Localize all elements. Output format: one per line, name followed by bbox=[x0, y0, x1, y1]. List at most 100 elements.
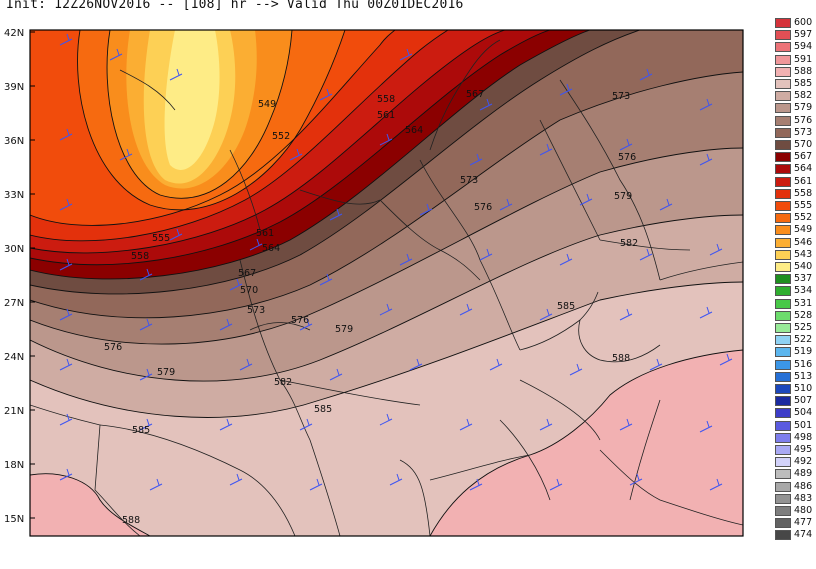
contour-label: 573 bbox=[460, 175, 478, 186]
forecast-header: Init: 12Z26NOV2016 -- [108] hr --> Valid… bbox=[6, 0, 464, 12]
contour-label: 579 bbox=[157, 367, 175, 378]
legend-entry: 522 bbox=[772, 334, 816, 346]
legend-label: 600 bbox=[794, 17, 813, 28]
height-field: 5495525555585585615615645645675675705735… bbox=[30, 30, 743, 536]
legend-label: 510 bbox=[794, 383, 813, 394]
legend-swatch bbox=[775, 432, 791, 443]
legend-entry: 501 bbox=[772, 420, 816, 431]
legend-swatch bbox=[775, 445, 791, 455]
legend-entry: 513 bbox=[772, 370, 816, 382]
legend-swatch bbox=[775, 140, 791, 150]
legend-entry: 591 bbox=[772, 54, 816, 65]
legend-label: 474 bbox=[794, 529, 813, 541]
legend-label: 588 bbox=[794, 65, 813, 77]
contour-label: 573 bbox=[612, 91, 630, 102]
legend-swatch bbox=[775, 30, 791, 41]
latitude-label: 36N bbox=[4, 136, 24, 147]
contour-label: 549 bbox=[258, 99, 276, 110]
legend-entry: 597 bbox=[772, 29, 816, 41]
legend-swatch bbox=[775, 335, 791, 346]
legend-swatch bbox=[775, 18, 791, 28]
legend-label: 540 bbox=[794, 261, 813, 272]
contour-label: 564 bbox=[405, 125, 423, 136]
legend-swatch bbox=[775, 298, 791, 309]
legend-label: 582 bbox=[794, 90, 813, 102]
contour-label: 564 bbox=[262, 243, 280, 254]
legend-swatch bbox=[775, 262, 791, 272]
legend-entry: 528 bbox=[772, 310, 816, 321]
latitude-label: 18N bbox=[4, 460, 24, 471]
legend-label: 486 bbox=[794, 480, 813, 492]
legend-entry: 489 bbox=[772, 468, 816, 480]
legend-entry: 519 bbox=[772, 346, 816, 358]
legend-label: 585 bbox=[794, 78, 813, 89]
legend-label: 549 bbox=[794, 224, 813, 236]
legend-entry: 474 bbox=[772, 529, 816, 541]
contour-label: 561 bbox=[256, 228, 274, 239]
contour-label: 585 bbox=[314, 404, 332, 415]
legend-swatch bbox=[775, 359, 791, 370]
legend-swatch bbox=[775, 42, 791, 53]
legend-label: 555 bbox=[794, 200, 813, 211]
legend-label: 561 bbox=[794, 175, 813, 187]
legend-swatch bbox=[775, 469, 791, 480]
legend-swatch bbox=[775, 66, 791, 77]
legend-entry: 537 bbox=[772, 273, 816, 285]
legend-label: 579 bbox=[794, 102, 813, 114]
map-frame bbox=[29, 29, 744, 537]
legend-entry: 495 bbox=[772, 444, 816, 455]
legend-entry: 579 bbox=[772, 102, 816, 114]
legend-entry: 507 bbox=[772, 395, 816, 407]
legend-label: 558 bbox=[794, 187, 813, 199]
legend-swatch bbox=[775, 408, 791, 419]
legend-label: 534 bbox=[794, 285, 813, 297]
legend-label: 552 bbox=[794, 212, 813, 224]
contour-label: 582 bbox=[274, 377, 292, 388]
legend-swatch bbox=[775, 176, 791, 187]
legend-swatch bbox=[775, 384, 791, 394]
legend-entry: 549 bbox=[772, 224, 816, 236]
legend-entry: 582 bbox=[772, 90, 816, 102]
legend-label: 567 bbox=[794, 151, 813, 163]
latitude-label: 42N bbox=[4, 28, 24, 39]
legend-entry: 588 bbox=[772, 65, 816, 77]
legend-swatch bbox=[775, 213, 791, 224]
legend-swatch bbox=[775, 530, 791, 541]
legend-swatch bbox=[775, 127, 791, 138]
legend-label: 492 bbox=[794, 456, 813, 468]
contour-label: 558 bbox=[131, 251, 149, 262]
legend-swatch bbox=[775, 54, 791, 65]
legend-label: 597 bbox=[794, 29, 813, 41]
legend-label: 483 bbox=[794, 492, 813, 504]
latitude-label: 39N bbox=[4, 82, 24, 93]
legend-label: 594 bbox=[794, 41, 813, 53]
contour-labels: 5495525555585585615615645645675675705735… bbox=[104, 89, 638, 526]
contour-label: 567 bbox=[238, 268, 256, 279]
legend-entry: 480 bbox=[772, 505, 816, 516]
legend-label: 495 bbox=[794, 444, 813, 455]
contour-label: 570 bbox=[240, 285, 258, 296]
legend-swatch bbox=[775, 164, 791, 175]
legend-swatch bbox=[775, 91, 791, 102]
latitude-label: 21N bbox=[4, 406, 24, 417]
legend-entry: 552 bbox=[772, 212, 816, 224]
legend-entry: 543 bbox=[772, 249, 816, 260]
contour-label: 582 bbox=[620, 238, 638, 249]
legend-entry: 555 bbox=[772, 200, 816, 211]
contour-label: 585 bbox=[132, 425, 150, 436]
legend-swatch bbox=[775, 396, 791, 407]
legend-entry: 567 bbox=[772, 151, 816, 163]
contour-label: 579 bbox=[614, 191, 632, 202]
legend-entry: 504 bbox=[772, 407, 816, 419]
legend-label: 570 bbox=[794, 139, 813, 150]
legend-swatch bbox=[775, 249, 791, 260]
legend-entry: 576 bbox=[772, 115, 816, 126]
contour-label: 579 bbox=[335, 324, 353, 335]
legend-swatch bbox=[775, 310, 791, 321]
legend-label: 477 bbox=[794, 517, 813, 529]
contour-label: 552 bbox=[272, 131, 290, 142]
legend-label: 504 bbox=[794, 407, 813, 419]
contour-label: 588 bbox=[612, 353, 630, 364]
legend-label: 513 bbox=[794, 370, 813, 382]
